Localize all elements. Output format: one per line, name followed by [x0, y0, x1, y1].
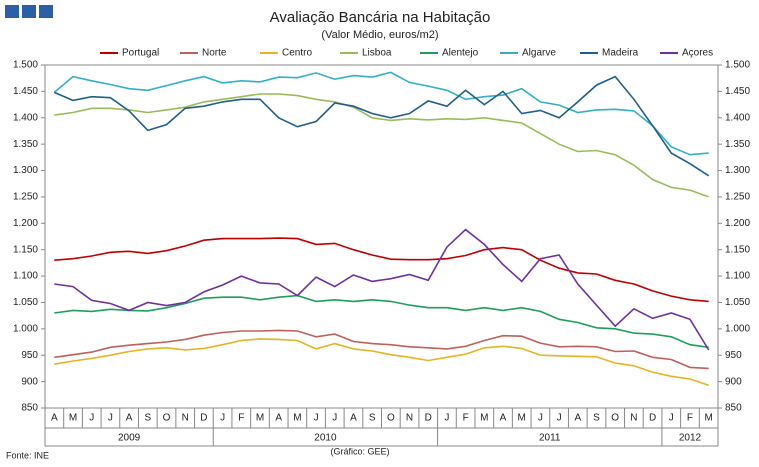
y2-tick-label: 1.400	[725, 112, 750, 123]
legend-label: Lisboa	[362, 48, 392, 59]
chart-subtitle: (Valor Médio, euros/m2)	[321, 29, 438, 41]
y2-tick-label: 850	[725, 403, 742, 414]
year-label: 2009	[118, 433, 141, 444]
x-tick-label: J	[220, 413, 225, 424]
legend-label: Algarve	[522, 48, 556, 59]
y-tick-label: 1.400	[13, 112, 38, 123]
x-tick-label: J	[314, 413, 319, 424]
x-tick-label: J	[538, 413, 543, 424]
y-tick-label: 1.050	[13, 297, 38, 308]
y-tick-label: 850	[21, 403, 38, 414]
series-line	[54, 338, 709, 387]
y-tick-label: 1.150	[13, 244, 38, 255]
x-tick-label: A	[126, 413, 133, 424]
x-tick-label: J	[332, 413, 337, 424]
y2-tick-label: 1.000	[725, 323, 750, 334]
x-tick-label: J	[669, 413, 674, 424]
x-tick-label: M	[518, 413, 526, 424]
x-tick-label: M	[256, 413, 264, 424]
x-tick-label: S	[144, 413, 151, 424]
legend-label: Portugal	[122, 48, 159, 59]
y-tick-label: 900	[21, 376, 38, 387]
y2-tick-label: 1.050	[725, 297, 750, 308]
logo-block	[5, 5, 19, 18]
credit: (Gráfico: GEE)	[330, 446, 389, 456]
year-label: 2012	[679, 433, 702, 444]
series-line	[54, 228, 710, 351]
chart-title: Avaliação Bancária na Habitação	[270, 9, 491, 26]
y2-tick-label: 1.200	[725, 218, 750, 229]
y-tick-label: 1.450	[13, 86, 38, 97]
x-tick-label: N	[406, 413, 413, 424]
x-tick-label: M	[480, 413, 488, 424]
logo-block	[22, 5, 36, 18]
x-tick-label: A	[350, 413, 357, 424]
y2-tick-label: 1.250	[725, 192, 750, 203]
series-line	[53, 71, 709, 156]
y-tick-label: 950	[21, 350, 38, 361]
x-tick-label: M	[704, 413, 712, 424]
y-tick-label: 1.000	[13, 323, 38, 334]
y-tick-label: 1.300	[13, 165, 38, 176]
y-tick-label: 1.250	[13, 192, 38, 203]
x-tick-label: F	[687, 413, 693, 424]
y2-tick-label: 1.300	[725, 165, 750, 176]
legend-label: Alentejo	[442, 48, 479, 59]
x-tick-label: D	[425, 413, 432, 424]
x-tick-label: D	[649, 413, 656, 424]
x-tick-label: J	[89, 413, 94, 424]
y-tick-label: 1.100	[13, 271, 38, 282]
y-tick-label: 1.200	[13, 218, 38, 229]
series-line	[53, 75, 710, 177]
x-tick-label: D	[200, 413, 207, 424]
x-tick-label: S	[369, 413, 376, 424]
series-line	[54, 294, 709, 349]
x-tick-label: S	[593, 413, 600, 424]
x-tick-label: A	[574, 413, 581, 424]
x-tick-label: M	[69, 413, 77, 424]
y2-tick-label: 1.500	[725, 60, 750, 71]
year-label: 2010	[314, 433, 337, 444]
y2-tick-label: 1.150	[725, 244, 750, 255]
series-line	[54, 93, 709, 198]
x-tick-label: M	[293, 413, 301, 424]
y2-tick-label: 1.450	[725, 86, 750, 97]
logo-block	[39, 5, 53, 18]
x-tick-label: N	[182, 413, 189, 424]
x-tick-label: O	[387, 413, 395, 424]
x-tick-label: N	[630, 413, 637, 424]
legend-label: Norte	[202, 48, 227, 59]
y2-tick-label: 900	[725, 376, 742, 387]
x-tick-label: F	[238, 413, 244, 424]
series-line	[54, 329, 709, 370]
x-tick-label: O	[163, 413, 171, 424]
x-tick-label: J	[108, 413, 113, 424]
legend-label: Açores	[682, 48, 713, 59]
y2-tick-label: 1.100	[725, 271, 750, 282]
y-tick-label: 1.500	[13, 60, 38, 71]
x-tick-label: O	[611, 413, 619, 424]
source: Fonte: INE	[6, 450, 49, 460]
x-tick-label: J	[557, 413, 562, 424]
x-tick-label: A	[275, 413, 282, 424]
x-tick-label: J	[444, 413, 449, 424]
series-line	[54, 237, 709, 303]
x-tick-label: A	[51, 413, 58, 424]
legend-label: Centro	[282, 48, 312, 59]
y2-tick-label: 950	[725, 350, 742, 361]
x-tick-label: F	[463, 413, 469, 424]
x-tick-label: A	[500, 413, 507, 424]
y2-tick-label: 1.350	[725, 139, 750, 150]
year-label: 2011	[539, 433, 561, 444]
legend-label: Madeira	[602, 48, 639, 59]
y-tick-label: 1.350	[13, 139, 38, 150]
